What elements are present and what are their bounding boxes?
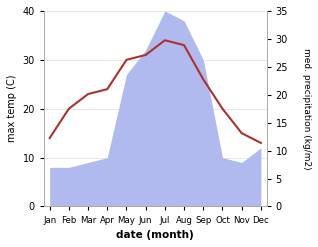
Y-axis label: med. precipitation (kg/m2): med. precipitation (kg/m2) <box>302 48 311 169</box>
X-axis label: date (month): date (month) <box>116 230 194 240</box>
Y-axis label: max temp (C): max temp (C) <box>7 75 17 143</box>
